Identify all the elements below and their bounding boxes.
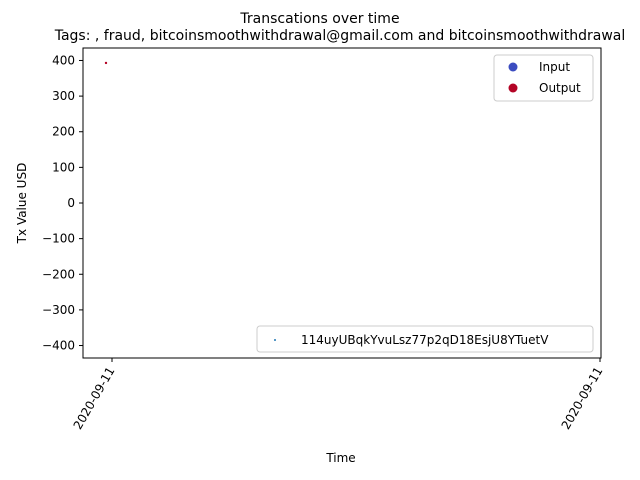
x-axis-label: Time [325,451,355,465]
y-tick-label: 0 [67,196,75,210]
data-points [104,61,108,65]
y-tick-label: −300 [42,303,75,317]
y-tick-label: 400 [52,53,75,67]
y-axis: 400 300 200 100 0 −100 −200 −300 −400 [42,53,83,353]
chart-subtitle: Tags: , fraud, bitcoinsmoothwithdrawal@g… [54,28,626,44]
legend-output-marker [508,83,518,93]
y-tick-label: 300 [52,89,75,103]
chart-title: Transcations over time [239,11,399,27]
y-tick-label: 100 [52,160,75,174]
legend-address-label: 114uyUBqkYvuLsz77p2qD18EsjU8YTuetV [301,333,549,347]
legend-output-label: Output [539,81,581,95]
data-point-output [104,61,108,65]
y-axis-label: Tx Value USD [15,163,29,245]
y-tick-label: 200 [52,125,75,139]
y-tick-label: −200 [42,267,75,281]
legend-address: 114uyUBqkYvuLsz77p2qD18EsjU8YTuetV [256,325,594,353]
legend-input-label: Input [539,60,570,74]
legend-input-marker [508,62,518,72]
x-tick-label: 2020-09-11 [71,365,118,432]
y-tick-label: −100 [42,232,75,246]
y-tick-label: −400 [42,339,75,353]
x-tick-label: 2020-09-11 [559,365,606,432]
legend-address-marker [274,339,276,341]
x-axis: 2020-09-11 2020-09-11 [71,358,606,432]
legend-series: Input Output [493,54,594,102]
